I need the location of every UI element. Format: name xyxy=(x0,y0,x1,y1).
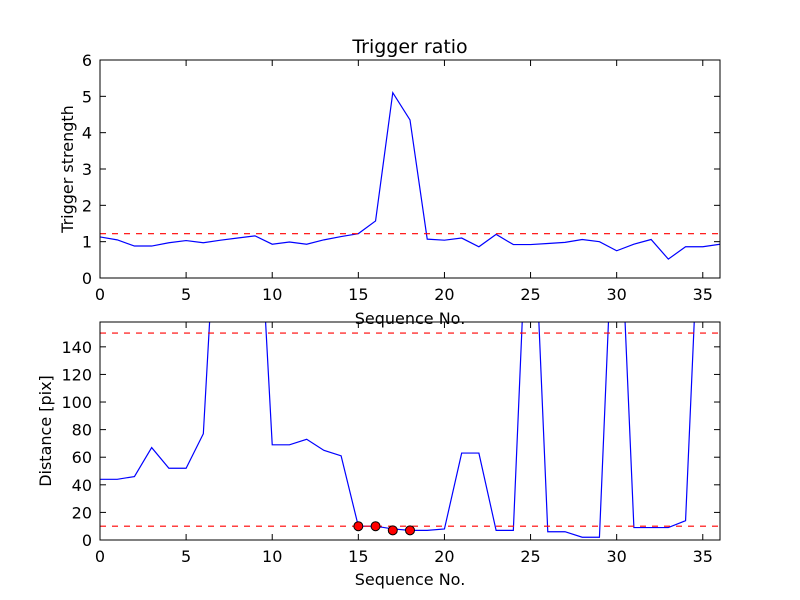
bottom-ytick-label: 20 xyxy=(72,503,92,522)
top-xtick-label: 10 xyxy=(262,285,282,304)
top-ytick-label: 4 xyxy=(82,124,92,143)
top-plot-xlabel: Sequence No. xyxy=(355,309,466,328)
bottom-marker-point xyxy=(353,521,364,532)
bottom-marker-point xyxy=(370,521,381,532)
top-plot-title: Trigger ratio xyxy=(351,36,467,58)
bottom-plot-ticks: 0 5 10 15 20 25 30 35 0 20 40 60 80 100 120 140 xyxy=(61,322,720,566)
bottom-ytick-label: 140 xyxy=(61,338,92,357)
top-xtick-label: 35 xyxy=(693,285,713,304)
bottom-xtick-label: 10 xyxy=(262,547,282,566)
bottom-xtick-label: 30 xyxy=(606,547,626,566)
top-plot-ylabel: Trigger strength xyxy=(58,105,77,234)
bottom-marker-point xyxy=(387,525,398,536)
bottom-ytick-label: 100 xyxy=(61,393,92,412)
bottom-series-line-0 xyxy=(100,322,695,538)
top-ytick-label: 3 xyxy=(82,160,92,179)
top-xtick-label: 20 xyxy=(434,285,454,304)
bottom-marker-point xyxy=(405,525,415,536)
top-xtick-label: 5 xyxy=(181,285,191,304)
top-xtick-label: 25 xyxy=(520,285,540,304)
top-ytick-label: 2 xyxy=(82,196,92,215)
bottom-ytick-label: 40 xyxy=(72,476,92,495)
bottom-ytick-label: 60 xyxy=(72,448,92,467)
bottom-plot-frame xyxy=(99,321,721,541)
bottom-ytick-label: 0 xyxy=(82,531,92,550)
top-plot: Trigger ratio 0 5 10 15 20 25 30 35 0 1 2 3 4 5 6 Sequ… xyxy=(58,36,721,328)
top-ytick-label: 1 xyxy=(82,233,92,252)
bottom-plot-content xyxy=(100,322,720,538)
top-ytick-label: 0 xyxy=(82,269,92,288)
bottom-xtick-label: 25 xyxy=(520,547,540,566)
top-plot-ticks: 0 5 10 15 20 25 30 35 0 1 2 3 4 5 6 xyxy=(82,51,720,304)
bottom-xtick-label: 15 xyxy=(348,547,368,566)
bottom-xtick-label: 35 xyxy=(693,547,713,566)
bottom-ytick-label: 120 xyxy=(61,365,92,384)
bottom-xtick-label: 20 xyxy=(434,547,454,566)
top-xtick-label: 30 xyxy=(606,285,626,304)
top-xtick-label: 0 xyxy=(95,285,105,304)
bottom-ytick-label: 80 xyxy=(72,421,92,440)
bottom-plot-xlabel: Sequence No. xyxy=(355,570,466,589)
bottom-xtick-label: 5 xyxy=(181,547,191,566)
top-series-line-0 xyxy=(100,90,720,260)
bottom-plot-ylabel: Distance [pix] xyxy=(36,375,55,487)
bottom-plot: 0 5 10 15 20 25 30 35 0 20 40 60 80 100 120 140 Sequenc… xyxy=(36,321,721,589)
top-plot-content xyxy=(100,90,720,260)
top-ytick-label: 6 xyxy=(82,51,92,70)
top-xtick-label: 15 xyxy=(348,285,368,304)
top-ytick-label: 5 xyxy=(82,87,92,106)
bottom-xtick-label: 0 xyxy=(95,547,105,566)
top-plot-frame xyxy=(99,59,721,279)
